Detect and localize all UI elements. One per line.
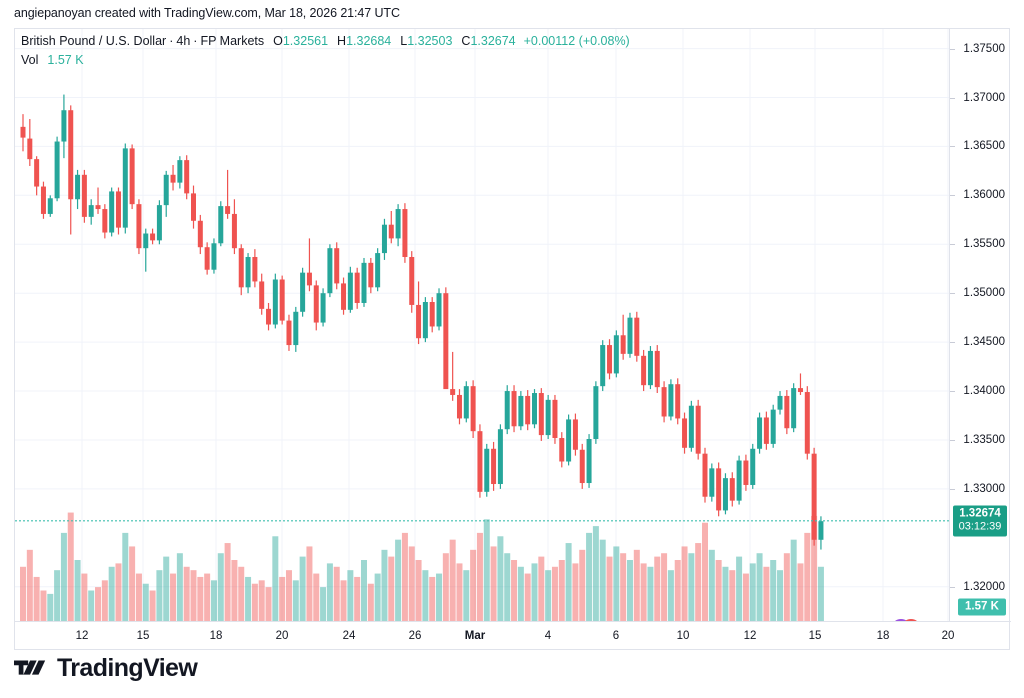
- price-tick-label: 1.36500: [963, 140, 1005, 153]
- price-axis-separator: [949, 29, 950, 621]
- time-tick-label: 24: [342, 630, 356, 642]
- price-tick-mark: [950, 195, 955, 197]
- price-tick-label: 1.36000: [963, 189, 1005, 202]
- bar-countdown-timer: 03:12:39: [958, 520, 1002, 533]
- price-tick-label: 1.37500: [963, 42, 1005, 55]
- tradingview-logo: TradingView: [14, 654, 198, 683]
- time-tick-label: 20: [275, 630, 289, 642]
- price-tick-mark: [950, 48, 955, 50]
- price-tick-label: 1.35000: [963, 287, 1005, 300]
- price-tick-mark: [950, 488, 955, 490]
- time-tick-label: 10: [676, 630, 690, 642]
- time-tick-label: 4: [544, 630, 552, 642]
- time-tick-label: Mar: [464, 630, 486, 642]
- chart-gridlines: [15, 29, 949, 621]
- time-tick-label: 12: [743, 630, 757, 642]
- price-tick-mark: [950, 440, 955, 441]
- price-tick-mark: [950, 586, 955, 588]
- current-price-value: 1.32674: [959, 507, 1001, 520]
- price-tick-mark: [950, 146, 955, 148]
- time-axis-separator: [15, 621, 1011, 622]
- volume-bars: [20, 512, 824, 621]
- volume-badge[interactable]: 1.57 K: [958, 598, 1006, 616]
- price-tick-label: 1.32000: [963, 580, 1005, 593]
- price-tick-label: 1.33500: [963, 434, 1005, 446]
- candlesticks: [20, 94, 824, 550]
- chart-frame: British Pound / U.S. Dollar · 4h · FP Ma…: [14, 28, 1011, 650]
- time-tick-label: 15: [808, 630, 822, 642]
- time-tick-label: 20: [941, 630, 955, 642]
- time-tick-label: 12: [75, 630, 89, 642]
- chart-plot-area[interactable]: [15, 29, 949, 621]
- candlestick-volume-svg: [15, 29, 949, 621]
- attribution-text: angiepanoyan created with TradingView.co…: [14, 6, 400, 20]
- currency-pair-flag-icon: [895, 619, 917, 621]
- time-axis[interactable]: 12 15 18 20 24 26 Mar 4 6 10 12 15 18 20: [15, 622, 1011, 650]
- price-tick-label: 1.34500: [963, 336, 1005, 349]
- tradingview-wordmark: TradingView: [57, 654, 198, 682]
- price-tick-mark: [950, 244, 955, 246]
- price-tick-mark: [950, 293, 955, 295]
- price-tick-label: 1.33000: [963, 482, 1005, 495]
- price-tick-label: 1.34000: [963, 385, 1005, 397]
- price-axis[interactable]: 1.37500 1.37000 1.36500 1.36000 1.35500 1.350…: [950, 29, 1011, 621]
- tradingview-mark-icon: [14, 660, 46, 675]
- current-price-badge[interactable]: 1.32674 03:12:39: [953, 505, 1007, 537]
- time-tick-label: 15: [136, 630, 150, 642]
- time-tick-label: 26: [408, 630, 422, 642]
- time-tick-label: 18: [876, 630, 890, 642]
- time-tick-label: 18: [209, 630, 223, 642]
- price-tick-mark: [950, 391, 955, 392]
- price-tick-label: 1.37000: [963, 91, 1005, 104]
- price-tick-mark: [950, 97, 955, 99]
- price-tick-mark: [950, 342, 955, 344]
- price-tick-label: 1.35500: [963, 238, 1005, 251]
- time-tick-label: 6: [612, 630, 620, 642]
